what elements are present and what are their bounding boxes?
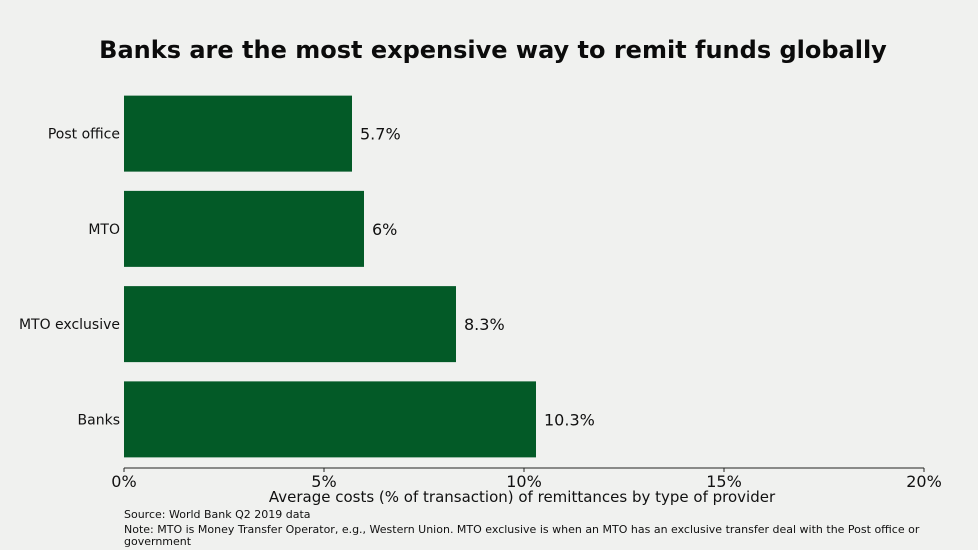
category-label-mto-exclusive: MTO exclusive bbox=[19, 317, 120, 333]
x-tick-label: 20% bbox=[906, 472, 942, 491]
value-label-post-office: 5.7% bbox=[360, 125, 401, 144]
footnote: Note: MTO is Money Transfer Operator, e.… bbox=[124, 523, 920, 548]
x-axis-label: Average costs (% of transaction) of remi… bbox=[269, 488, 776, 506]
value-label-banks: 10.3% bbox=[544, 410, 595, 429]
x-axis: 0% 5% 10% 15% 20% bbox=[111, 467, 942, 491]
chart-title: Banks are the most expensive way to remi… bbox=[99, 36, 887, 64]
category-label-mto: MTO bbox=[88, 222, 120, 238]
x-tick-label: 10% bbox=[506, 472, 542, 491]
bar-post-office bbox=[124, 95, 352, 172]
x-tick-label: 0% bbox=[111, 472, 136, 491]
bar-mto bbox=[124, 190, 364, 267]
value-label-mto-exclusive: 8.3% bbox=[464, 315, 505, 334]
x-tick-label: 15% bbox=[706, 472, 742, 491]
value-label-mto: 6% bbox=[372, 220, 397, 239]
bar-mto-exclusive bbox=[124, 286, 456, 363]
source-note: Source: World Bank Q2 2019 data bbox=[124, 508, 311, 521]
category-label-post-office: Post office bbox=[48, 127, 120, 143]
x-tick-label: 5% bbox=[311, 472, 336, 491]
bar-banks bbox=[124, 381, 536, 458]
category-label-banks: Banks bbox=[78, 412, 120, 428]
bars-layer: Post office 5.7% MTO 6% MTO exclusive 8.3% Ban… bbox=[19, 95, 595, 458]
